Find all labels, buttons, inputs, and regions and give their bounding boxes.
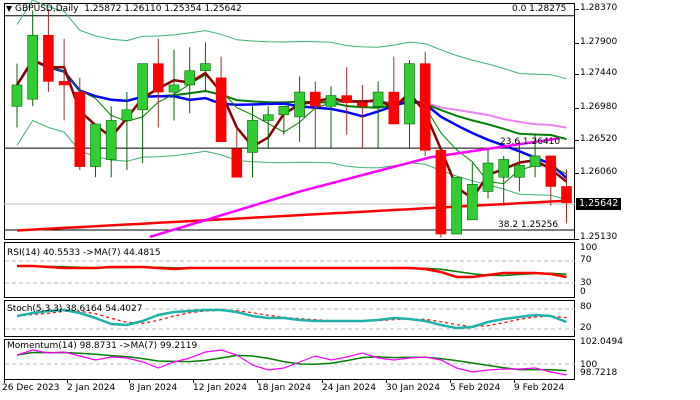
price-tick: 1.28370 (580, 3, 618, 13)
candle (341, 95, 353, 104)
candle (43, 34, 54, 82)
candle (153, 63, 164, 93)
date-tick: 2 Jan 2024 (67, 383, 116, 393)
stoch-label: Stoch(5,3,3) 38.6164 54.4027 (7, 304, 143, 314)
candle (74, 91, 86, 167)
momentum-label: Momentum(14) 98.8731 ->MA(7) 99.2119 (7, 341, 198, 351)
candle (247, 120, 258, 153)
candle (404, 63, 415, 125)
price-tick: 1.27900 (580, 37, 618, 47)
fib-label-0: 0.0 1.28275 (512, 4, 567, 14)
candle (105, 120, 117, 160)
date-tick: 18 Jan 2024 (257, 383, 311, 393)
stoch-level: 80 (580, 302, 592, 312)
candle (435, 149, 447, 235)
candle (529, 155, 541, 167)
candle (466, 184, 478, 221)
candle (514, 164, 525, 178)
candle (121, 109, 133, 121)
candle (498, 159, 510, 178)
candle (482, 162, 494, 192)
candle (168, 84, 180, 93)
momentum-level: 100 (580, 360, 598, 370)
fib-label-23-6: 23.6 1.26410 (500, 137, 561, 147)
date-tick: 12 Jan 2024 (193, 383, 247, 393)
date-tick: 26 Dec 2023 (2, 383, 60, 393)
candle (325, 95, 337, 107)
chart-header: ▼ GBPUSD,Daily 1.25872 1.26110 1.25354 1… (6, 4, 242, 14)
rsi-panel[interactable] (4, 242, 575, 298)
candle (215, 77, 227, 143)
candle (137, 63, 148, 111)
rsi-level: 100 (580, 243, 598, 253)
fib-label-38-2: 38.2 1.25256 (498, 220, 559, 230)
price-tick: 1.27440 (580, 68, 618, 78)
candle (90, 123, 101, 167)
candle (278, 105, 290, 116)
price-tick: 1.26520 (580, 134, 618, 144)
candle (200, 63, 211, 72)
date-tick: 9 Feb 2024 (514, 383, 565, 393)
current-price-tag: 1.25642 (576, 198, 622, 210)
candle (11, 84, 23, 107)
candle (372, 91, 384, 107)
stoch-level: 20 (580, 323, 592, 333)
candle (419, 63, 431, 151)
candle (184, 70, 195, 86)
candle (231, 148, 243, 178)
momentum-level: 102.0494 (580, 337, 623, 347)
rsi-label: RSI(14) 40.5533 ->MA(7) 44.4815 (7, 248, 161, 258)
candle (58, 81, 70, 86)
triangle-down-icon[interactable]: ▼ (6, 4, 13, 13)
candle (388, 91, 400, 125)
candle (262, 114, 274, 121)
price-tick: 1.26060 (580, 167, 618, 177)
momentum-level: 98.7218 (580, 368, 618, 378)
candle (451, 176, 462, 235)
date-tick: 24 Jan 2024 (322, 383, 376, 393)
candle (357, 102, 368, 107)
candle (294, 91, 305, 118)
rsi-level: 30 (580, 278, 592, 288)
candle (561, 186, 572, 204)
candle (545, 155, 557, 187)
candle (27, 34, 39, 100)
date-tick: 30 Jan 2024 (386, 383, 440, 393)
price-tick: 1.25130 (580, 232, 618, 242)
symbol-label: GBPUSD,Daily (15, 4, 79, 14)
date-tick: 5 Feb 2024 (450, 383, 501, 393)
rsi-level: 70 (580, 255, 592, 265)
rsi-level: 0 (580, 287, 586, 297)
price-tick: 1.26980 (580, 102, 618, 112)
date-tick: 8 Jan 2024 (129, 383, 178, 393)
ohlc-values: 1.25872 1.26110 1.25354 1.25642 (84, 4, 242, 14)
candle (309, 91, 321, 107)
